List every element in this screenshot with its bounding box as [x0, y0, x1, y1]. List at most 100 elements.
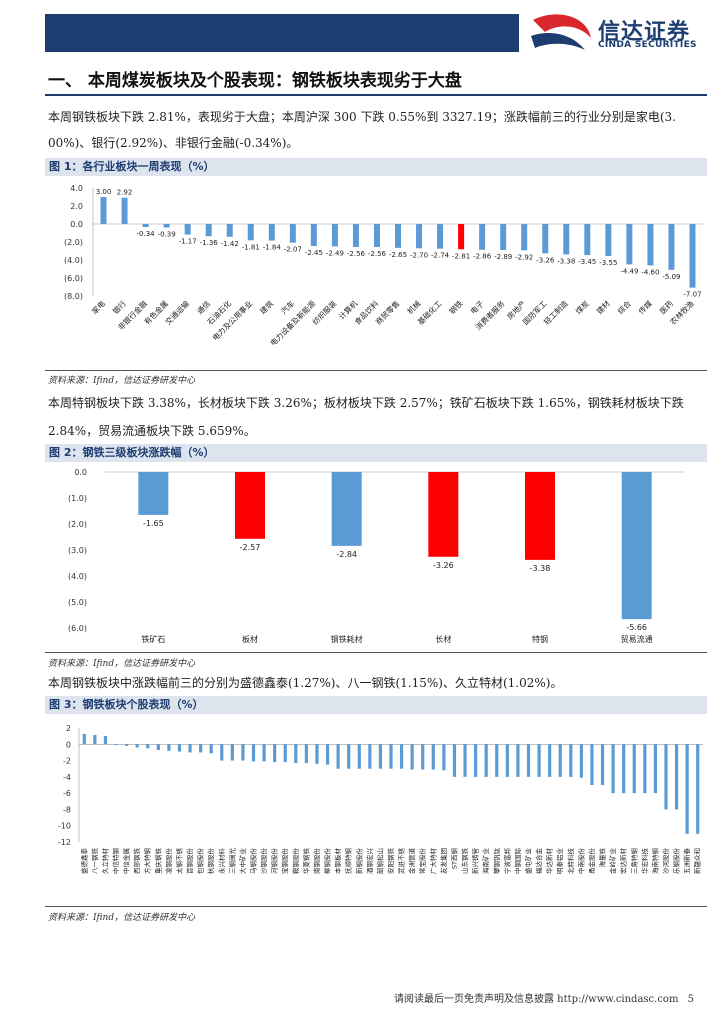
x-tick-label: 华达新材 [545, 848, 554, 875]
x-tick-label: 盛屯矿业 [523, 848, 532, 875]
x-tick-label: 西部钢铁 [132, 848, 141, 875]
paragraph-1-line-2: 00%)、银行(2.92%)、非银行金融(-0.34%)。 [48, 136, 299, 150]
bar [247, 224, 254, 241]
bar [463, 744, 467, 777]
bar [542, 224, 549, 254]
x-tick-label: 包钢股份 [196, 848, 205, 875]
bar [689, 224, 696, 288]
x-tick-label: 新兴铸管 [471, 848, 480, 875]
x-tick-label: 重庆钢铁 [153, 848, 162, 875]
x-tick-label: 通信 [194, 298, 212, 316]
x-tick-label: 凌钢股份 [164, 848, 173, 875]
bar [156, 744, 160, 750]
data-label: -5.66 [626, 623, 647, 632]
bar [621, 472, 652, 620]
data-label: -4.60 [641, 268, 659, 276]
data-label: 2.92 [117, 189, 133, 197]
logo-swoosh-blue [531, 32, 585, 50]
bar [647, 224, 654, 266]
bar [93, 734, 97, 745]
y-tick-label: (3.0) [68, 546, 87, 555]
data-label: -2.45 [305, 249, 323, 257]
x-tick-label: 柳钢股份 [323, 848, 332, 875]
bar [142, 224, 149, 228]
bar [696, 744, 700, 834]
x-tick-label: 韶钢松山 [375, 848, 384, 874]
bar [600, 744, 605, 785]
bar [325, 744, 330, 765]
x-tick-label: 新疆众和 [693, 848, 702, 874]
data-label: -2.84 [336, 550, 357, 559]
bar [188, 744, 192, 753]
y-tick-label: (1.0) [68, 494, 87, 503]
x-tick-label: 煤炭 [573, 298, 591, 316]
bar [138, 472, 169, 515]
chart-steel-stocks: 2 0 -2 -4 -6 -8 -10 -12 盛德鑫泰 八一钢铁 久立特材 中信特钢 中信金属 西部钢铁… [58, 724, 703, 875]
bar [548, 744, 552, 777]
y-tick-label: 2 [66, 724, 71, 733]
x-tick-label: 农林牧渔 [668, 298, 697, 327]
data-label: -5.09 [662, 273, 680, 281]
bar [310, 224, 317, 247]
x-tick-label: 盛德鑫泰 [79, 848, 88, 875]
bar [357, 744, 361, 769]
x-tick-label: 久立特材 [100, 848, 109, 875]
figure-1-title: 图 1：各行业板块一周表现（%） [45, 158, 707, 176]
data-label: -2.81 [452, 252, 470, 260]
x-tick-label: 甬金股份 [587, 848, 596, 875]
x-tick-label: 八一钢铁 [90, 848, 99, 875]
x-tick-label: 山东钢铁 [460, 848, 469, 875]
x-tick-label: 中信金属 [122, 848, 131, 874]
x-tick-label: 钢铁耗材 [331, 634, 363, 644]
x-tick-label: 三角特钢 [629, 848, 638, 875]
logo-english: CINDA SECURITIES [598, 40, 697, 50]
x-tick-label: 中南股份 [576, 848, 585, 875]
x-tick-label: 银行 [110, 298, 128, 316]
y-tick-label: (2.0) [68, 520, 87, 529]
page-number: 5 [687, 994, 694, 1005]
x-tick-label: 新钢股份 [354, 848, 363, 875]
x-tick-label: 明泰铝业 [555, 848, 564, 875]
x-tick-label: 太钢不锈 [174, 848, 183, 875]
y-tick-label: -12 [58, 838, 71, 847]
x-tick-label: 金岭矿业 [608, 848, 617, 875]
bar [121, 197, 128, 224]
x-tick-label: 综合 [615, 298, 633, 316]
bar [251, 744, 256, 762]
bar [421, 744, 425, 770]
data-label: -2.65 [389, 251, 407, 259]
bar [177, 744, 182, 752]
bar [521, 224, 528, 251]
bar [368, 744, 372, 769]
bar [505, 744, 509, 777]
bar [209, 744, 213, 754]
y-tick-label: -4 [63, 773, 71, 782]
bar [273, 744, 277, 763]
bar [428, 472, 459, 557]
bar [458, 224, 465, 250]
x-tick-label: 常宝股份 [418, 848, 427, 875]
bar [315, 744, 319, 764]
paragraph-2-line-1: 本周特钢板块下跌 3.38%，长材板块下跌 3.26%；板材板块下跌 2.57%… [48, 396, 684, 410]
data-label: -2.92 [515, 253, 533, 261]
x-tick-label: 海量铁 [598, 848, 607, 868]
bar [558, 744, 562, 777]
section-title: 一、 本周煤炭板块及个股表现：钢铁板块表现劣于大盘 [48, 71, 462, 91]
bar [241, 744, 245, 761]
bar [668, 224, 675, 270]
data-label: 3.00 [96, 188, 112, 196]
x-tick-label: 宝钢股份 [280, 848, 289, 875]
data-label: -3.26 [536, 256, 555, 264]
data-label: -0.39 [158, 231, 176, 239]
x-tick-label: 三钢闽光 [227, 848, 236, 875]
bar [410, 744, 414, 770]
bar [226, 224, 233, 237]
x-tick-label: 马钢股份 [249, 848, 258, 875]
bar [262, 744, 266, 762]
y-tick-label: 4.0 [70, 184, 83, 193]
bar [336, 744, 340, 769]
bar [674, 744, 679, 810]
bar [114, 744, 118, 746]
x-tick-label: 鞍钢股份 [291, 848, 300, 875]
bar [500, 224, 507, 251]
